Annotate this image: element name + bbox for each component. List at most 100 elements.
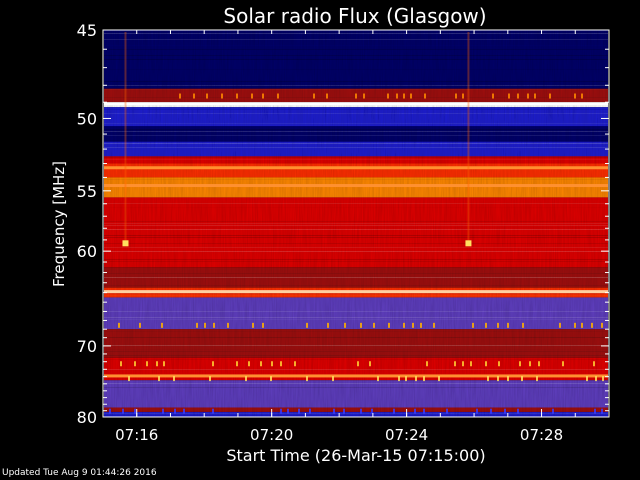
spike bbox=[326, 93, 328, 99]
spike bbox=[306, 322, 308, 328]
spike bbox=[377, 376, 379, 382]
spike bbox=[271, 361, 273, 367]
band-7 bbox=[104, 163, 608, 178]
bright-lines bbox=[104, 102, 608, 378]
spike bbox=[602, 376, 604, 382]
x-tick-label-2: 07:24 bbox=[385, 426, 428, 444]
interference-spikes bbox=[109, 93, 604, 414]
band-8 bbox=[104, 177, 608, 198]
texture-stripe bbox=[104, 69, 608, 70]
spike bbox=[109, 408, 111, 414]
texture-stripe bbox=[104, 45, 608, 46]
spike bbox=[455, 93, 457, 99]
bright-line-4 bbox=[104, 374, 608, 378]
spike bbox=[438, 376, 440, 382]
spike bbox=[287, 408, 289, 414]
texture-stripe bbox=[104, 351, 608, 352]
spike bbox=[343, 408, 345, 414]
spike bbox=[403, 93, 405, 99]
spike bbox=[162, 408, 164, 414]
texture-stripe bbox=[104, 81, 608, 82]
spike bbox=[309, 408, 311, 414]
spike bbox=[594, 408, 596, 414]
spike bbox=[280, 408, 282, 414]
y-tick-label-60: 60 bbox=[77, 242, 97, 261]
spike bbox=[529, 361, 531, 367]
spike bbox=[559, 322, 561, 328]
spike bbox=[601, 408, 603, 414]
texture-stripe bbox=[104, 179, 608, 180]
spike bbox=[517, 93, 519, 99]
spike bbox=[591, 322, 593, 328]
spike bbox=[260, 361, 262, 367]
spike bbox=[196, 322, 198, 328]
x-axis-label: Start Time (26-Mar-15 07:15:00) bbox=[226, 446, 485, 465]
spike bbox=[118, 322, 120, 328]
spike bbox=[306, 376, 308, 382]
texture-stripe bbox=[104, 113, 608, 114]
burst-1 bbox=[465, 240, 472, 247]
spike bbox=[369, 361, 371, 367]
band-17 bbox=[104, 411, 608, 417]
texture-stripe bbox=[104, 349, 608, 350]
texture-stripe bbox=[104, 129, 608, 130]
texture-stripe bbox=[104, 229, 608, 230]
texture-stripe bbox=[104, 277, 608, 278]
texture-stripe bbox=[104, 387, 608, 388]
texture-stripe bbox=[104, 159, 608, 160]
spike bbox=[388, 322, 390, 328]
spike bbox=[179, 93, 181, 99]
spike bbox=[534, 93, 536, 99]
y-tick-label-80: 80 bbox=[77, 408, 97, 427]
spike bbox=[398, 376, 400, 382]
spike bbox=[396, 93, 398, 99]
spike bbox=[462, 93, 464, 99]
texture-stripe bbox=[104, 317, 608, 318]
texture-stripe bbox=[104, 49, 608, 50]
x-axis: 07:16 07:20 07:24 07:28 bbox=[102, 30, 610, 444]
spike bbox=[262, 93, 264, 99]
spike bbox=[128, 376, 130, 382]
texture-stripe bbox=[104, 59, 608, 60]
texture-stripe bbox=[104, 251, 608, 252]
spike bbox=[476, 408, 478, 414]
spike bbox=[446, 408, 448, 414]
spike bbox=[332, 376, 334, 382]
spike bbox=[492, 93, 494, 99]
plot-frame bbox=[102, 29, 610, 418]
spike bbox=[454, 361, 456, 367]
band-3 bbox=[104, 107, 608, 127]
spike bbox=[410, 93, 412, 99]
texture-stripe bbox=[104, 319, 608, 320]
texture-stripe bbox=[104, 223, 608, 224]
texture-stripe bbox=[104, 135, 608, 136]
texture-stripe bbox=[104, 235, 608, 236]
texture-stripe bbox=[104, 261, 608, 262]
texture-stripe bbox=[104, 337, 608, 338]
spike bbox=[357, 361, 359, 367]
texture-stripe bbox=[104, 369, 608, 370]
spike bbox=[163, 361, 165, 367]
y-tick-label-45: 45 bbox=[77, 21, 97, 40]
spike bbox=[333, 408, 335, 414]
spike bbox=[204, 322, 206, 328]
spike bbox=[277, 93, 279, 99]
band-15 bbox=[104, 380, 608, 408]
spike bbox=[371, 408, 373, 414]
texture-stripe bbox=[104, 203, 608, 204]
texture-stripe bbox=[104, 311, 608, 312]
spike bbox=[248, 361, 250, 367]
spike bbox=[134, 361, 136, 367]
bright-line-0 bbox=[104, 102, 608, 106]
texture-stripe bbox=[104, 383, 608, 384]
spike bbox=[270, 376, 272, 382]
spike bbox=[507, 376, 509, 382]
spike bbox=[360, 322, 362, 328]
spike bbox=[581, 93, 583, 99]
spike bbox=[193, 93, 195, 99]
spike bbox=[387, 93, 389, 99]
spike bbox=[595, 376, 597, 382]
spike bbox=[313, 93, 315, 99]
texture-stripe bbox=[104, 221, 608, 222]
